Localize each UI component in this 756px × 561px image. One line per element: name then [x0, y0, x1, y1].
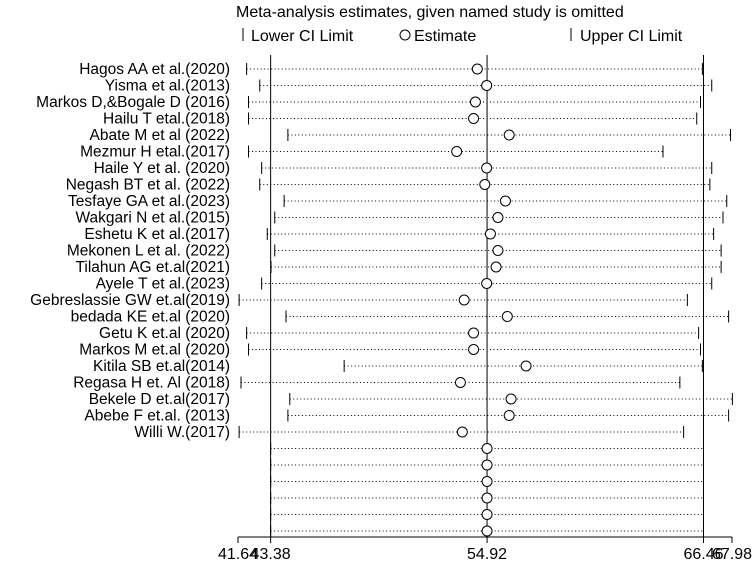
- study-label: Gebreslassie GW et.al(2019): [30, 292, 230, 309]
- estimate-point: [503, 129, 515, 141]
- estimate-point: [481, 459, 493, 471]
- estimate-point: [468, 327, 480, 339]
- estimate-point: [481, 278, 493, 289]
- study-label: Haile Y et al. (2020): [94, 160, 230, 177]
- x-tick-label: 54.92: [467, 546, 507, 561]
- study-label: Tilahun AG et.al(2021): [75, 259, 230, 276]
- study-label: Markos D,&Bogale D (2016): [36, 94, 230, 111]
- estimate-point: [499, 195, 511, 207]
- study-label: Abebe F et.al. (2013): [84, 408, 230, 425]
- study-label: Tesfaye GA et al.(2023): [68, 193, 230, 210]
- estimate-point: [481, 525, 493, 537]
- study-label: Hailu T etal.(2018): [103, 111, 230, 128]
- study-label: Eshetu K et al.(2017): [84, 226, 230, 243]
- study-label: Kitila SB et.al(2014): [93, 358, 230, 375]
- estimate-point: [469, 96, 481, 108]
- plot-area: [238, 55, 733, 537]
- legend-estimate-marker: [399, 29, 411, 41]
- study-label: Willi W.(2017): [134, 424, 230, 441]
- estimate-point: [451, 146, 463, 157]
- study-label: Yisma et al.(2013): [105, 78, 230, 95]
- study-label: Wakgari N et al.(2015): [76, 210, 231, 227]
- study-label: Mekonen L et al. (2022): [67, 243, 230, 260]
- study-label: Hagos AA et al.(2020): [79, 61, 230, 78]
- legend-lower-label: Lower CI Limit: [251, 28, 354, 45]
- x-tick-label: 67.98: [712, 546, 752, 561]
- estimate-point: [505, 393, 517, 405]
- x-tick-label: 66.46: [683, 546, 723, 561]
- estimate-point: [503, 410, 515, 421]
- study-label: bedada KE et.al (2020): [71, 309, 230, 326]
- study-label: Abate M et al (2022): [90, 127, 230, 144]
- estimate-point: [481, 492, 493, 504]
- estimate-point: [481, 80, 493, 91]
- estimate-point: [520, 360, 532, 372]
- estimate-point: [454, 377, 466, 388]
- legend: Lower CI Limit Estimate Upper CI Limit: [242, 28, 683, 45]
- estimate-point: [481, 509, 493, 520]
- study-labels: Hagos AA et al.(2020)Yisma et al.(2013)M…: [30, 61, 230, 441]
- study-label: Regasa H et. Al (2018): [73, 375, 230, 392]
- study-label: Mezmur H etal.(2017): [80, 144, 230, 161]
- x-tick-label: 41.64: [218, 546, 258, 561]
- estimate-point: [484, 228, 496, 240]
- legend-upper-label: Upper CI Limit: [580, 28, 683, 45]
- estimate-point: [501, 311, 513, 322]
- estimate-point: [481, 162, 493, 174]
- estimate-point: [471, 63, 483, 75]
- estimate-point: [468, 113, 480, 124]
- chart-title: Meta-analysis estimates, given named stu…: [236, 4, 624, 21]
- estimate-point: [479, 179, 491, 190]
- legend-estimate-label: Estimate: [414, 28, 476, 45]
- estimate-point: [456, 426, 468, 438]
- estimate-point: [492, 212, 504, 223]
- study-label: Ayele T et al.(2023): [96, 276, 230, 293]
- estimate-point: [492, 245, 504, 256]
- study-label: Getu K et.al (2020): [99, 325, 230, 342]
- estimate-point: [481, 443, 493, 454]
- study-label: Markos M et.al (2020): [79, 342, 230, 359]
- estimate-point: [481, 476, 493, 487]
- study-label: Negash BT et al. (2022): [66, 177, 230, 194]
- estimate-point: [490, 261, 502, 273]
- study-label: Bekele D et.al(2017): [89, 391, 230, 408]
- x-tick-label: 43.38: [251, 546, 291, 561]
- estimate-point: [458, 294, 470, 306]
- estimate-point: [468, 344, 480, 355]
